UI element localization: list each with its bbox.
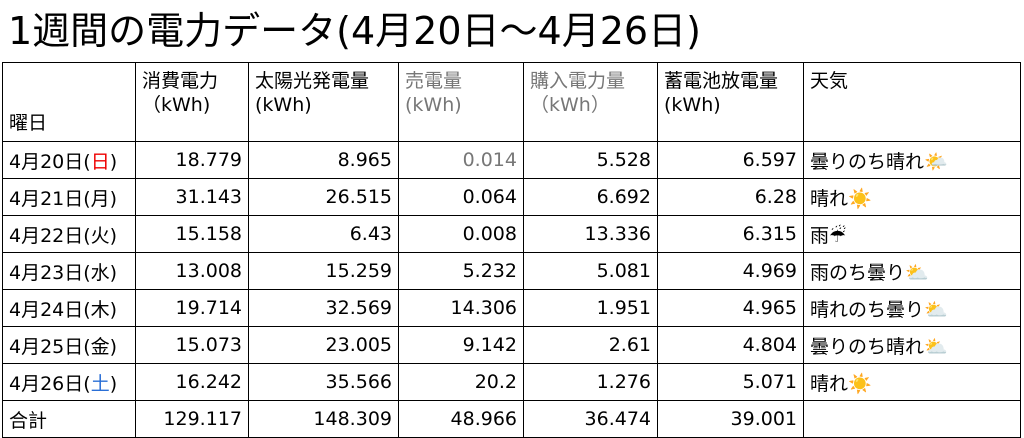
header-line: 蓄電池放電量	[664, 70, 779, 92]
value-cell: 20.2	[398, 363, 524, 401]
value-cell: 35.566	[248, 363, 399, 401]
date-cell: 4月24日(木)	[2, 289, 136, 327]
data-row: 4月22日(火) 15.158 6.43 0.008 13.336 6.315 雨☔	[2, 215, 1021, 253]
date-cell: 4月21日(月)	[2, 178, 136, 216]
total-label: 合計	[2, 400, 136, 438]
value-cell: 0.008	[398, 215, 524, 253]
value-cell: 6.315	[657, 215, 804, 253]
total-value: 148.309	[248, 400, 399, 438]
weather-cell: 曇りのち晴れ⛅	[803, 326, 1021, 364]
header-line: 消費電力	[142, 70, 219, 92]
weather-cell: 晴れ☀️	[803, 178, 1021, 216]
date-cell: 4月26日(土)	[2, 363, 136, 401]
weather-cell: 晴れ☀️	[803, 363, 1021, 401]
date-part: 4月22日(火)	[9, 224, 118, 247]
header-line: (kWh)	[405, 94, 462, 116]
header-line: （kWh)	[142, 94, 211, 116]
header-line: 天気	[810, 70, 849, 92]
value-cell: 13.008	[135, 252, 249, 290]
data-row: 4月20日(日) 18.779 8.965 0.014 5.528 6.597 曇りのち晴れ…	[2, 141, 1021, 179]
value-cell: 32.569	[248, 289, 399, 327]
date-part: )	[109, 372, 118, 395]
value-cell: 19.714	[135, 289, 249, 327]
data-row: 4月26日(土) 16.242 35.566 20.2 1.276 5.071 晴れ☀️	[2, 363, 1021, 401]
header-cell: 天気	[803, 62, 1021, 142]
value-cell: 4.965	[657, 289, 804, 327]
header-cell: 購入電力量 （kWh）	[523, 62, 658, 142]
data-row: 4月25日(金) 15.073 23.005 9.142 2.61 4.804 曇りのち晴れ…	[2, 326, 1021, 364]
date-cell: 4月23日(水)	[2, 252, 136, 290]
value-cell: 5.232	[398, 252, 524, 290]
value-cell: 4.969	[657, 252, 804, 290]
value-cell: 26.515	[248, 178, 399, 216]
date-cell: 4月25日(金)	[2, 326, 136, 364]
data-row: 4月24日(木) 19.714 32.569 14.306 1.951 4.965 晴れのち…	[2, 289, 1021, 327]
value-cell: 5.071	[657, 363, 804, 401]
header-line: 曜日	[9, 112, 48, 134]
value-cell: 18.779	[135, 141, 249, 179]
empty-cell	[803, 400, 1021, 438]
value-cell: 14.306	[398, 289, 524, 327]
value-cell: 9.142	[398, 326, 524, 364]
total-value: 36.474	[523, 400, 658, 438]
date-part: 4月25日(金)	[9, 335, 118, 358]
value-cell: 8.965	[248, 141, 399, 179]
value-cell: 6.692	[523, 178, 658, 216]
date-part: )	[109, 150, 118, 173]
header-line: (kWh)	[664, 94, 721, 116]
value-cell: 15.158	[135, 215, 249, 253]
value-cell: 5.528	[523, 141, 658, 179]
value-cell: 4.804	[657, 326, 804, 364]
header-cell: 売電量 (kWh)	[398, 62, 524, 142]
date-part: 4月20日(	[9, 150, 91, 173]
value-cell: 2.61	[523, 326, 658, 364]
date-part: 土	[90, 372, 110, 395]
date-cell: 4月20日(日)	[2, 141, 136, 179]
weather-cell: 雨のち曇り⛅	[803, 252, 1021, 290]
table-body: 曜日 消費電力 （kWh) 太陽光発電量 (kWh) 売電量 (kWh) 購入電力量 （kWh）…	[2, 62, 1021, 438]
power-table: 曜日 消費電力 （kWh) 太陽光発電量 (kWh) 売電量 (kWh) 購入電力量 （kWh）…	[2, 62, 1021, 438]
value-cell: 6.597	[657, 141, 804, 179]
header-line: 売電量	[405, 70, 463, 92]
header-cell: 蓄電池放電量 (kWh)	[657, 62, 804, 142]
header-row: 曜日 消費電力 （kWh) 太陽光発電量 (kWh) 売電量 (kWh) 購入電力量 （kWh）…	[2, 62, 1021, 142]
total-value: 39.001	[657, 400, 804, 438]
total-row: 合計 129.117 148.309 48.966 36.474 39.001	[2, 400, 1021, 438]
value-cell: 0.014	[398, 141, 524, 179]
header-cell: 消費電力 （kWh)	[135, 62, 249, 142]
header-line: （kWh）	[530, 94, 610, 116]
header-cell: 曜日	[2, 62, 136, 142]
header-line: 太陽光発電量	[255, 70, 370, 92]
value-cell: 31.143	[135, 178, 249, 216]
date-part: 4月21日(月)	[9, 187, 118, 210]
value-cell: 1.951	[523, 289, 658, 327]
value-cell: 1.276	[523, 363, 658, 401]
value-cell: 23.005	[248, 326, 399, 364]
weather-cell: 曇りのち晴れ🌤️	[803, 141, 1021, 179]
weather-cell: 雨☔	[803, 215, 1021, 253]
value-cell: 5.081	[523, 252, 658, 290]
date-cell: 4月22日(火)	[2, 215, 136, 253]
date-part: 4月23日(水)	[9, 261, 118, 284]
date-part: 日	[90, 150, 110, 173]
weather-cell: 晴れのち曇り⛅	[803, 289, 1021, 327]
title: 1週間の電力データ(4月20日〜4月26日)	[8, 9, 701, 53]
value-cell: 6.43	[248, 215, 399, 253]
date-part: 4月26日(	[9, 372, 91, 395]
data-row: 4月23日(水) 13.008 15.259 5.232 5.081 4.969 雨のち曇り…	[2, 252, 1021, 290]
value-cell: 16.242	[135, 363, 249, 401]
total-value: 48.966	[398, 400, 524, 438]
header-line: 購入電力量	[530, 70, 626, 92]
data-row: 4月21日(月) 31.143 26.515 0.064 6.692 6.28 晴れ☀️	[2, 178, 1021, 216]
header-cell: 太陽光発電量 (kWh)	[248, 62, 399, 142]
value-cell: 15.073	[135, 326, 249, 364]
header-line: (kWh)	[255, 94, 312, 116]
value-cell: 13.336	[523, 215, 658, 253]
value-cell: 6.28	[657, 178, 804, 216]
value-cell: 0.064	[398, 178, 524, 216]
total-value: 129.117	[135, 400, 249, 438]
value-cell: 15.259	[248, 252, 399, 290]
date-part: 4月24日(木)	[9, 298, 118, 321]
